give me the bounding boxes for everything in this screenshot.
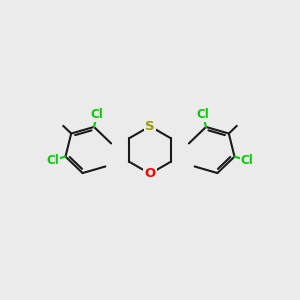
- Text: Cl: Cl: [241, 154, 254, 167]
- Text: O: O: [144, 167, 156, 180]
- Text: S: S: [145, 120, 155, 133]
- Text: Cl: Cl: [46, 154, 59, 167]
- Text: Cl: Cl: [196, 108, 209, 121]
- Text: Cl: Cl: [91, 108, 103, 121]
